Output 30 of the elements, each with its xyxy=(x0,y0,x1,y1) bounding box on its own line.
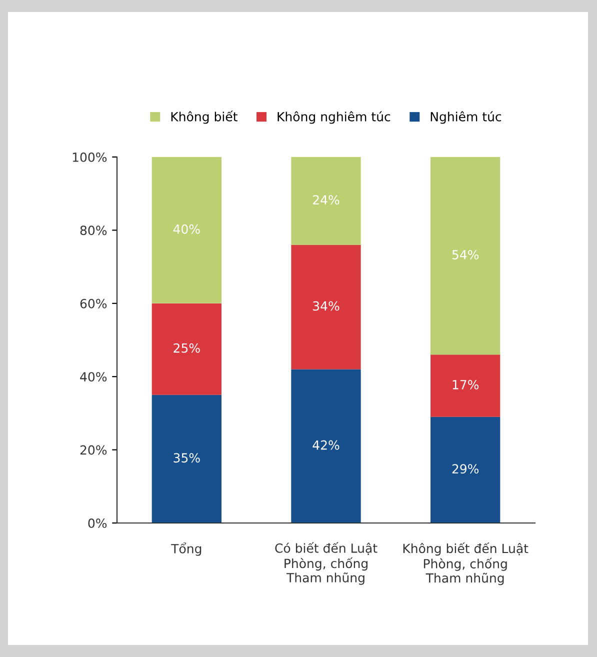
data-label: 34% xyxy=(313,301,340,311)
y-tick-label: 60% xyxy=(80,298,107,308)
legend-label: Không biết xyxy=(171,110,238,124)
bar xyxy=(430,157,500,355)
bar xyxy=(291,369,361,523)
y-tick-label: 80% xyxy=(80,226,107,236)
bar xyxy=(152,303,222,395)
bar xyxy=(430,416,500,523)
y-tick-label: 40% xyxy=(80,372,107,382)
y-tick-label: 100% xyxy=(72,152,107,162)
x-tick-label: Không biết đến Luật Phòng, chống Tham nhũng xyxy=(403,542,528,586)
data-label: 25% xyxy=(174,343,200,353)
data-label: 29% xyxy=(452,464,479,474)
legend-label: Không nghiêm túc xyxy=(278,111,390,124)
x-tick-label: Tổng xyxy=(171,542,202,556)
bar xyxy=(291,244,361,370)
bar xyxy=(152,157,222,304)
y-tick-label: 0% xyxy=(88,518,107,528)
bar xyxy=(152,394,222,523)
data-label: 54% xyxy=(452,250,479,260)
data-label: 17% xyxy=(452,380,479,390)
data-label: 35% xyxy=(174,453,200,463)
bar xyxy=(430,354,500,417)
data-label: 40% xyxy=(173,224,200,234)
y-tick-label: 20% xyxy=(80,445,107,455)
bar xyxy=(291,157,361,245)
data-label: 42% xyxy=(312,440,340,450)
x-tick-label: Có biết đến Luật Phòng, chống Tham nhũng xyxy=(275,542,378,585)
legend-label: Nghiêm túc xyxy=(430,111,502,124)
data-label: 24% xyxy=(313,195,340,205)
